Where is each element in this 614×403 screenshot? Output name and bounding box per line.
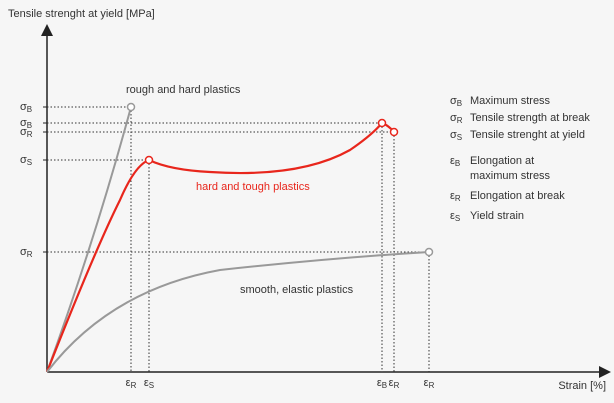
symbol: σ [20,154,27,166]
subscript: R [131,381,137,390]
y-tick-label: σS [20,154,32,167]
subscript: R [455,194,461,203]
symbol: σ [450,112,457,124]
symbol: ε [424,377,429,389]
symbol: σ [20,246,27,258]
legend-text: Elongation at break [470,190,565,202]
subscript: S [149,381,154,390]
subscript: B [27,105,32,114]
symbol: σ [20,117,27,129]
legend-text: Tensile strength at break [470,112,590,124]
subscript: B [457,99,462,108]
x-tick-label: εR [389,377,400,390]
legend-text: Maximum stress [470,95,551,107]
legend-symbol: σS [450,129,462,142]
x-tick-label: εS [144,377,154,390]
point [389,127,399,137]
subscript: S [27,158,32,167]
point [424,247,434,257]
legend-text: maximum stress [470,170,551,182]
curve-label: smooth, elastic plastics [240,284,354,296]
x-axis-label: Strain [%] [558,380,606,392]
symbol: σ [20,126,27,138]
y-axis-label: Tensile strenght at yield [MPa] [8,8,155,20]
symbol: ε [144,377,149,389]
symbol: σ [450,95,457,107]
subscript: R [394,381,400,390]
x-tick-label: εB [377,377,387,390]
legend-symbol: σR [450,112,463,125]
y-tick-label: σB [20,101,32,114]
point [377,118,387,128]
subscript: R [457,116,463,125]
x-tick-label: εR [126,377,137,390]
subscript: B [27,121,32,130]
symbol: σ [20,101,27,113]
curve-label: hard and tough plastics [196,181,310,193]
symbol: ε [389,377,394,389]
symbol: ε [377,377,382,389]
legend-text: Yield strain [470,210,524,222]
symbol: ε [126,377,131,389]
symbol: σ [450,129,457,141]
curve-rough [46,106,132,373]
legend-symbol: εB [450,155,460,168]
subscript: R [429,381,435,390]
symbol: ε [450,155,455,167]
legend-symbol: εS [450,210,460,223]
legend-text: Elongation at [470,155,534,167]
point [144,155,154,165]
subscript: B [382,381,387,390]
subscript: B [455,159,460,168]
legend-symbol: εR [450,190,461,203]
point [126,102,136,112]
curve-elastic [46,251,430,373]
y-tick-label: σR [20,126,33,139]
legend-text: Tensile strenght at yield [470,129,585,141]
symbol: ε [450,210,455,222]
x-tick-label: εR [424,377,435,390]
y-tick-label: σB [20,117,32,130]
subscript: S [455,214,460,223]
guides [47,106,430,372]
curve-label: rough and hard plastics [126,84,241,96]
y-tick-label: σR [20,246,33,259]
symbol: ε [450,190,455,202]
curve-tough [45,121,395,373]
subscript: R [27,130,33,139]
subscript: S [457,133,462,142]
subscript: R [27,250,33,259]
legend-symbol: σB [450,95,462,108]
